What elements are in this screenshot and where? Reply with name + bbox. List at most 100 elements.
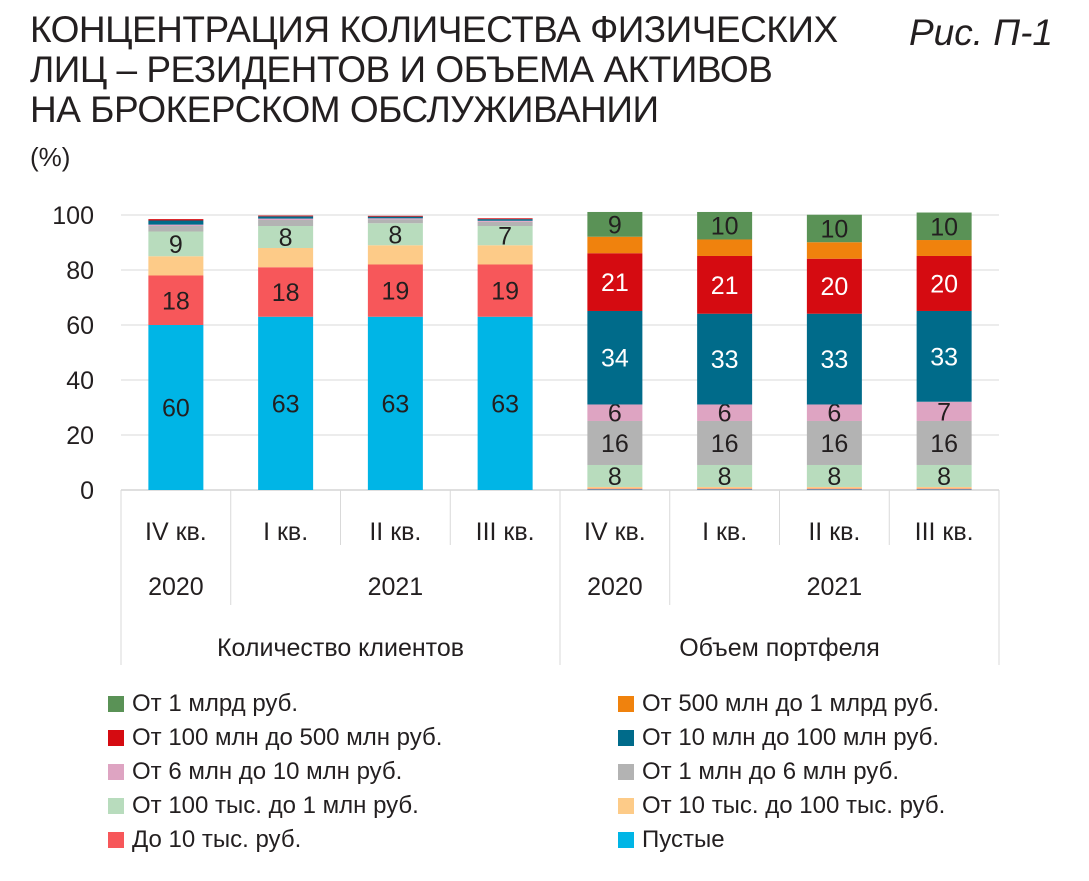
x-year-label: 2020	[148, 573, 204, 601]
bar-segment	[916, 486, 972, 489]
bar-segment	[477, 245, 533, 265]
bar-segment	[587, 236, 643, 254]
data-label: 18	[272, 279, 300, 307]
legend-swatch	[618, 696, 634, 712]
legend-item: От 1 млн до 6 млн руб.	[618, 758, 899, 786]
bar-segment	[477, 264, 533, 317]
bar-segment	[697, 404, 753, 421]
y-tick-label: 0	[80, 477, 94, 505]
legend-item: От 500 млн до 1 млрд руб.	[618, 690, 939, 718]
bar-segment	[258, 218, 314, 220]
x-tick-label: IV кв.	[584, 518, 646, 546]
bar-segment	[148, 325, 204, 490]
data-label: 63	[381, 390, 409, 418]
bar-segment	[587, 486, 643, 489]
bar-segment	[477, 316, 533, 490]
data-label: 9	[608, 211, 622, 239]
bar-segment	[148, 224, 204, 226]
bar-segment	[587, 211, 643, 237]
bar-segment	[697, 464, 753, 487]
bar-segment	[477, 226, 533, 246]
data-label: 16	[601, 430, 629, 458]
data-label: 10	[930, 213, 958, 241]
x-tick-label: III кв.	[915, 518, 974, 546]
data-label: 33	[711, 346, 739, 374]
bar-segment	[806, 313, 862, 405]
bar-segment	[697, 239, 753, 256]
bar-segment	[916, 255, 972, 311]
data-label: 8	[827, 463, 841, 491]
y-tick-label: 80	[66, 257, 94, 285]
x-tick-label: II кв.	[369, 518, 421, 546]
bar-segment	[806, 404, 862, 421]
bar-segment	[477, 221, 533, 226]
data-label: 21	[711, 272, 739, 300]
bar-segment	[258, 215, 314, 217]
bar-segment	[587, 310, 643, 405]
legend-swatch	[108, 798, 124, 814]
y-tick-label: 60	[66, 312, 94, 340]
bar-segment	[697, 489, 753, 490]
x-year-label: 2020	[587, 573, 643, 601]
data-label: 33	[820, 346, 848, 374]
data-label: 16	[820, 430, 848, 458]
y-tick-label: 100	[52, 202, 94, 230]
data-label: 10	[711, 213, 739, 241]
bar-segment	[916, 212, 972, 241]
bar-segment	[916, 489, 972, 490]
legend-swatch	[108, 730, 124, 746]
bar-segment	[587, 420, 643, 465]
bar-segment	[697, 420, 753, 465]
legend-label: Пустые	[642, 826, 725, 853]
legend-item: Пустые	[618, 826, 725, 854]
bar-segment	[477, 218, 533, 220]
data-label: 7	[937, 398, 951, 426]
x-group-label: Количество клиентов	[217, 634, 464, 662]
bar-segment	[916, 488, 972, 490]
chart-title-line-2: ЛИЦ – РЕЗИДЕНТОВ И ОБЪЕМА АКТИВОВ	[30, 49, 773, 90]
data-label: 6	[827, 400, 841, 428]
legend-label: От 1 млрд руб.	[132, 690, 299, 717]
bar-segment	[806, 489, 862, 490]
x-year-label: 2021	[807, 573, 863, 601]
legend-label: От 10 тыс. до 100 тыс. руб.	[642, 792, 946, 819]
bar-segment	[697, 313, 753, 405]
bar-segment	[916, 401, 972, 421]
bar-segment	[806, 258, 862, 314]
bar-segment	[697, 255, 753, 314]
bar-segment	[367, 245, 423, 265]
legend-item: От 100 тыс. до 1 млн руб.	[108, 792, 419, 820]
legend-label: От 6 млн до 10 млн руб.	[132, 758, 403, 785]
bar-segment	[916, 464, 972, 487]
bar-segment	[367, 264, 423, 317]
legend-label: До 10 тыс. руб.	[132, 826, 302, 853]
bar-segment	[697, 488, 753, 490]
bar-segment	[916, 420, 972, 465]
data-label: 8	[718, 463, 732, 491]
data-label: 10	[820, 215, 848, 243]
data-label: 7	[498, 223, 512, 251]
chart-title: КОНЦЕНТРАЦИЯ КОЛИЧЕСТВА ФИЗИЧЕСКИХ ЛИЦ –…	[30, 10, 850, 130]
data-label: 63	[272, 390, 300, 418]
data-label: 8	[937, 463, 951, 491]
bar-segment	[806, 488, 862, 490]
chart-title-line-1: КОНЦЕНТРАЦИЯ КОЛИЧЕСТВА ФИЗИЧЕСКИХ	[30, 9, 838, 50]
bar-segment	[587, 488, 643, 490]
bar-segment	[697, 486, 753, 489]
x-tick-label: III кв.	[476, 518, 535, 546]
legend-swatch	[618, 832, 634, 848]
x-year-label: 2021	[368, 573, 424, 601]
x-tick-label: IV кв.	[145, 518, 207, 546]
legend-swatch	[108, 764, 124, 780]
figure-label: Рис. П-1	[908, 12, 1053, 53]
legend-item: От 100 млн до 500 млн руб.	[108, 724, 442, 752]
data-label: 8	[388, 221, 402, 249]
legend-label: От 100 млн до 500 млн руб.	[132, 724, 443, 751]
data-label: 18	[162, 287, 190, 315]
bar-segment	[806, 420, 862, 465]
legend-swatch	[618, 798, 634, 814]
bar-segment	[367, 215, 423, 217]
bar-segment	[148, 226, 204, 232]
legend-swatch	[108, 696, 124, 712]
